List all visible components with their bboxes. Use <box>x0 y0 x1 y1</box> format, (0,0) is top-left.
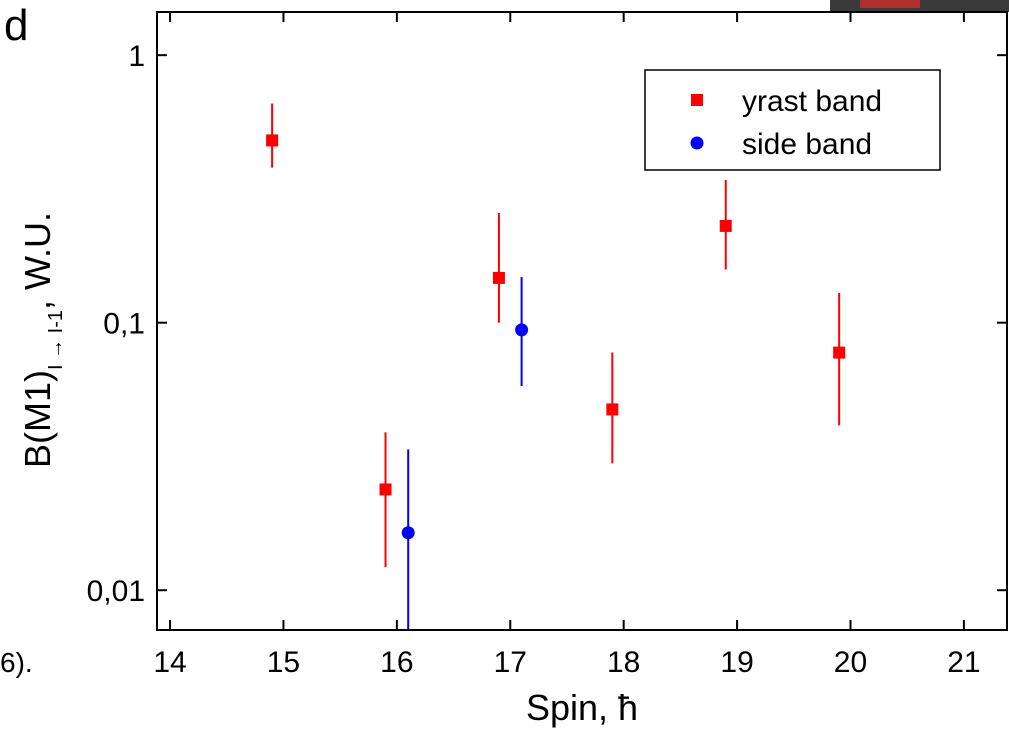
x-axis-label: Spin, ħ <box>526 687 638 728</box>
plot-frame <box>156 11 1008 631</box>
data-layer <box>266 103 846 630</box>
marker <box>833 346 846 359</box>
legend-label: side band <box>742 128 872 161</box>
x-tick-label: 15 <box>267 646 300 679</box>
legend-marker <box>690 136 704 150</box>
y-tick-label: 0,1 <box>103 308 145 341</box>
legend-marker <box>691 94 703 106</box>
x-tick-label: 21 <box>947 646 980 679</box>
marker <box>492 271 505 284</box>
marker <box>515 323 529 337</box>
marker <box>266 134 279 147</box>
x-tick-label: 20 <box>834 646 867 679</box>
x-tick-label: 16 <box>380 646 413 679</box>
marker <box>379 483 392 496</box>
x-tick-label: 18 <box>607 646 640 679</box>
plot-area <box>266 103 846 630</box>
y-tick-label: 1 <box>128 40 145 73</box>
marker <box>401 526 415 540</box>
x-tick-label: 17 <box>494 646 527 679</box>
legend-label: yrast band <box>742 85 882 118</box>
marker <box>719 219 732 232</box>
y-axis-label: B(M1)I → I-1, W.U. <box>17 212 67 468</box>
y-axis-label-subscript: I → I-1 <box>45 310 67 370</box>
page-fragment: d <box>4 1 28 50</box>
marker <box>606 403 619 416</box>
page-fragment: 6). <box>0 647 33 678</box>
y-tick-label: 0,01 <box>87 575 145 608</box>
x-tick-label: 14 <box>153 646 186 679</box>
photo-fragment <box>860 0 920 8</box>
legend-box <box>644 69 941 171</box>
y-axis-label-suffix: , W.U. <box>17 212 58 310</box>
x-tick-label: 19 <box>720 646 753 679</box>
y-axis-label-main: B(M1) <box>17 370 58 468</box>
